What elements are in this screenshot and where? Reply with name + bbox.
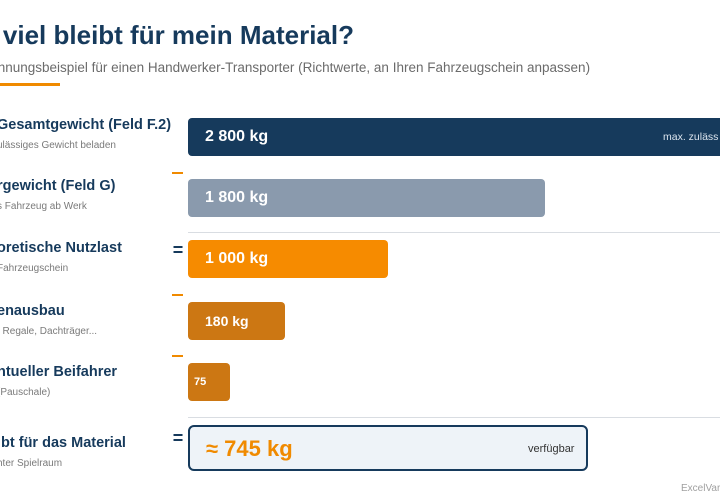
- row-title: Gesamtgewicht (Feld F.2): [0, 117, 172, 133]
- row-label-leergewicht: rgewicht (Feld G) s Fahrzeug ab Werk: [0, 178, 115, 212]
- equals-operator: =: [172, 428, 184, 448]
- row-label-gesamtgewicht: Gesamtgewicht (Feld F.2) ulässiges Gewic…: [0, 117, 171, 151]
- bar-leergewicht: 1 800 kg: [188, 179, 545, 217]
- bar-innenausbau: 180 kg: [188, 302, 285, 340]
- row-description: , Regale, Dachträger...: [0, 326, 98, 337]
- bar-value: 1 800 kg: [205, 189, 269, 206]
- page-title: ie viel bleibt für mein Material?: [0, 20, 354, 50]
- bar-value: 1 000 kg: [205, 250, 269, 267]
- row-description: ulässiges Gewicht beladen: [0, 140, 116, 151]
- bar-value: 2 800 kg: [205, 128, 269, 145]
- page-subtitle: chnungsbeispiel für einen Handwerker-Tra…: [0, 60, 591, 75]
- minus-operator: [172, 294, 183, 296]
- row-label-beifahrer: ntueller Beifahrer (Pauschale): [0, 364, 117, 398]
- bar-value: 75: [194, 376, 207, 388]
- row-description: hter Spielraum: [0, 458, 63, 469]
- row-title: ibt für das Material: [0, 435, 126, 451]
- row-title: oretische Nutzlast: [0, 240, 122, 256]
- footer-brand: ExcelVar: [681, 483, 720, 494]
- row-divider: [188, 417, 720, 418]
- row-description: Fahrzeugschein: [0, 263, 69, 274]
- bar-gesamtgewicht: 2 800 kg max. zuläss: [188, 118, 720, 156]
- bar-note: max. zuläss: [663, 131, 719, 143]
- equals-operator: =: [172, 240, 184, 260]
- bar-nutzlast: 1 000 kg: [188, 240, 388, 278]
- row-description: (Pauschale): [0, 387, 51, 398]
- row-description: s Fahrzeug ab Werk: [0, 201, 87, 212]
- row-title: enausbau: [0, 303, 65, 319]
- minus-operator: [172, 172, 183, 174]
- row-label-nutzlast: oretische Nutzlast Fahrzeugschein: [0, 240, 122, 274]
- row-title: rgewicht (Feld G): [0, 178, 116, 194]
- row-label-result: ibt für das Material hter Spielraum: [0, 435, 126, 469]
- title-accent-line: [0, 83, 60, 86]
- minus-operator: [172, 355, 183, 357]
- row-label-innenausbau: enausbau , Regale, Dachträger...: [0, 303, 97, 337]
- bar-beifahrer: 75: [188, 363, 230, 401]
- row-divider: [188, 232, 720, 233]
- result-note: verfügbar: [528, 443, 575, 455]
- row-title: ntueller Beifahrer: [0, 364, 118, 380]
- bar-value: 180 kg: [205, 313, 249, 329]
- result-box: ≈ 745 kg verfügbar: [188, 425, 588, 471]
- result-value: ≈ 745 kg: [206, 436, 293, 461]
